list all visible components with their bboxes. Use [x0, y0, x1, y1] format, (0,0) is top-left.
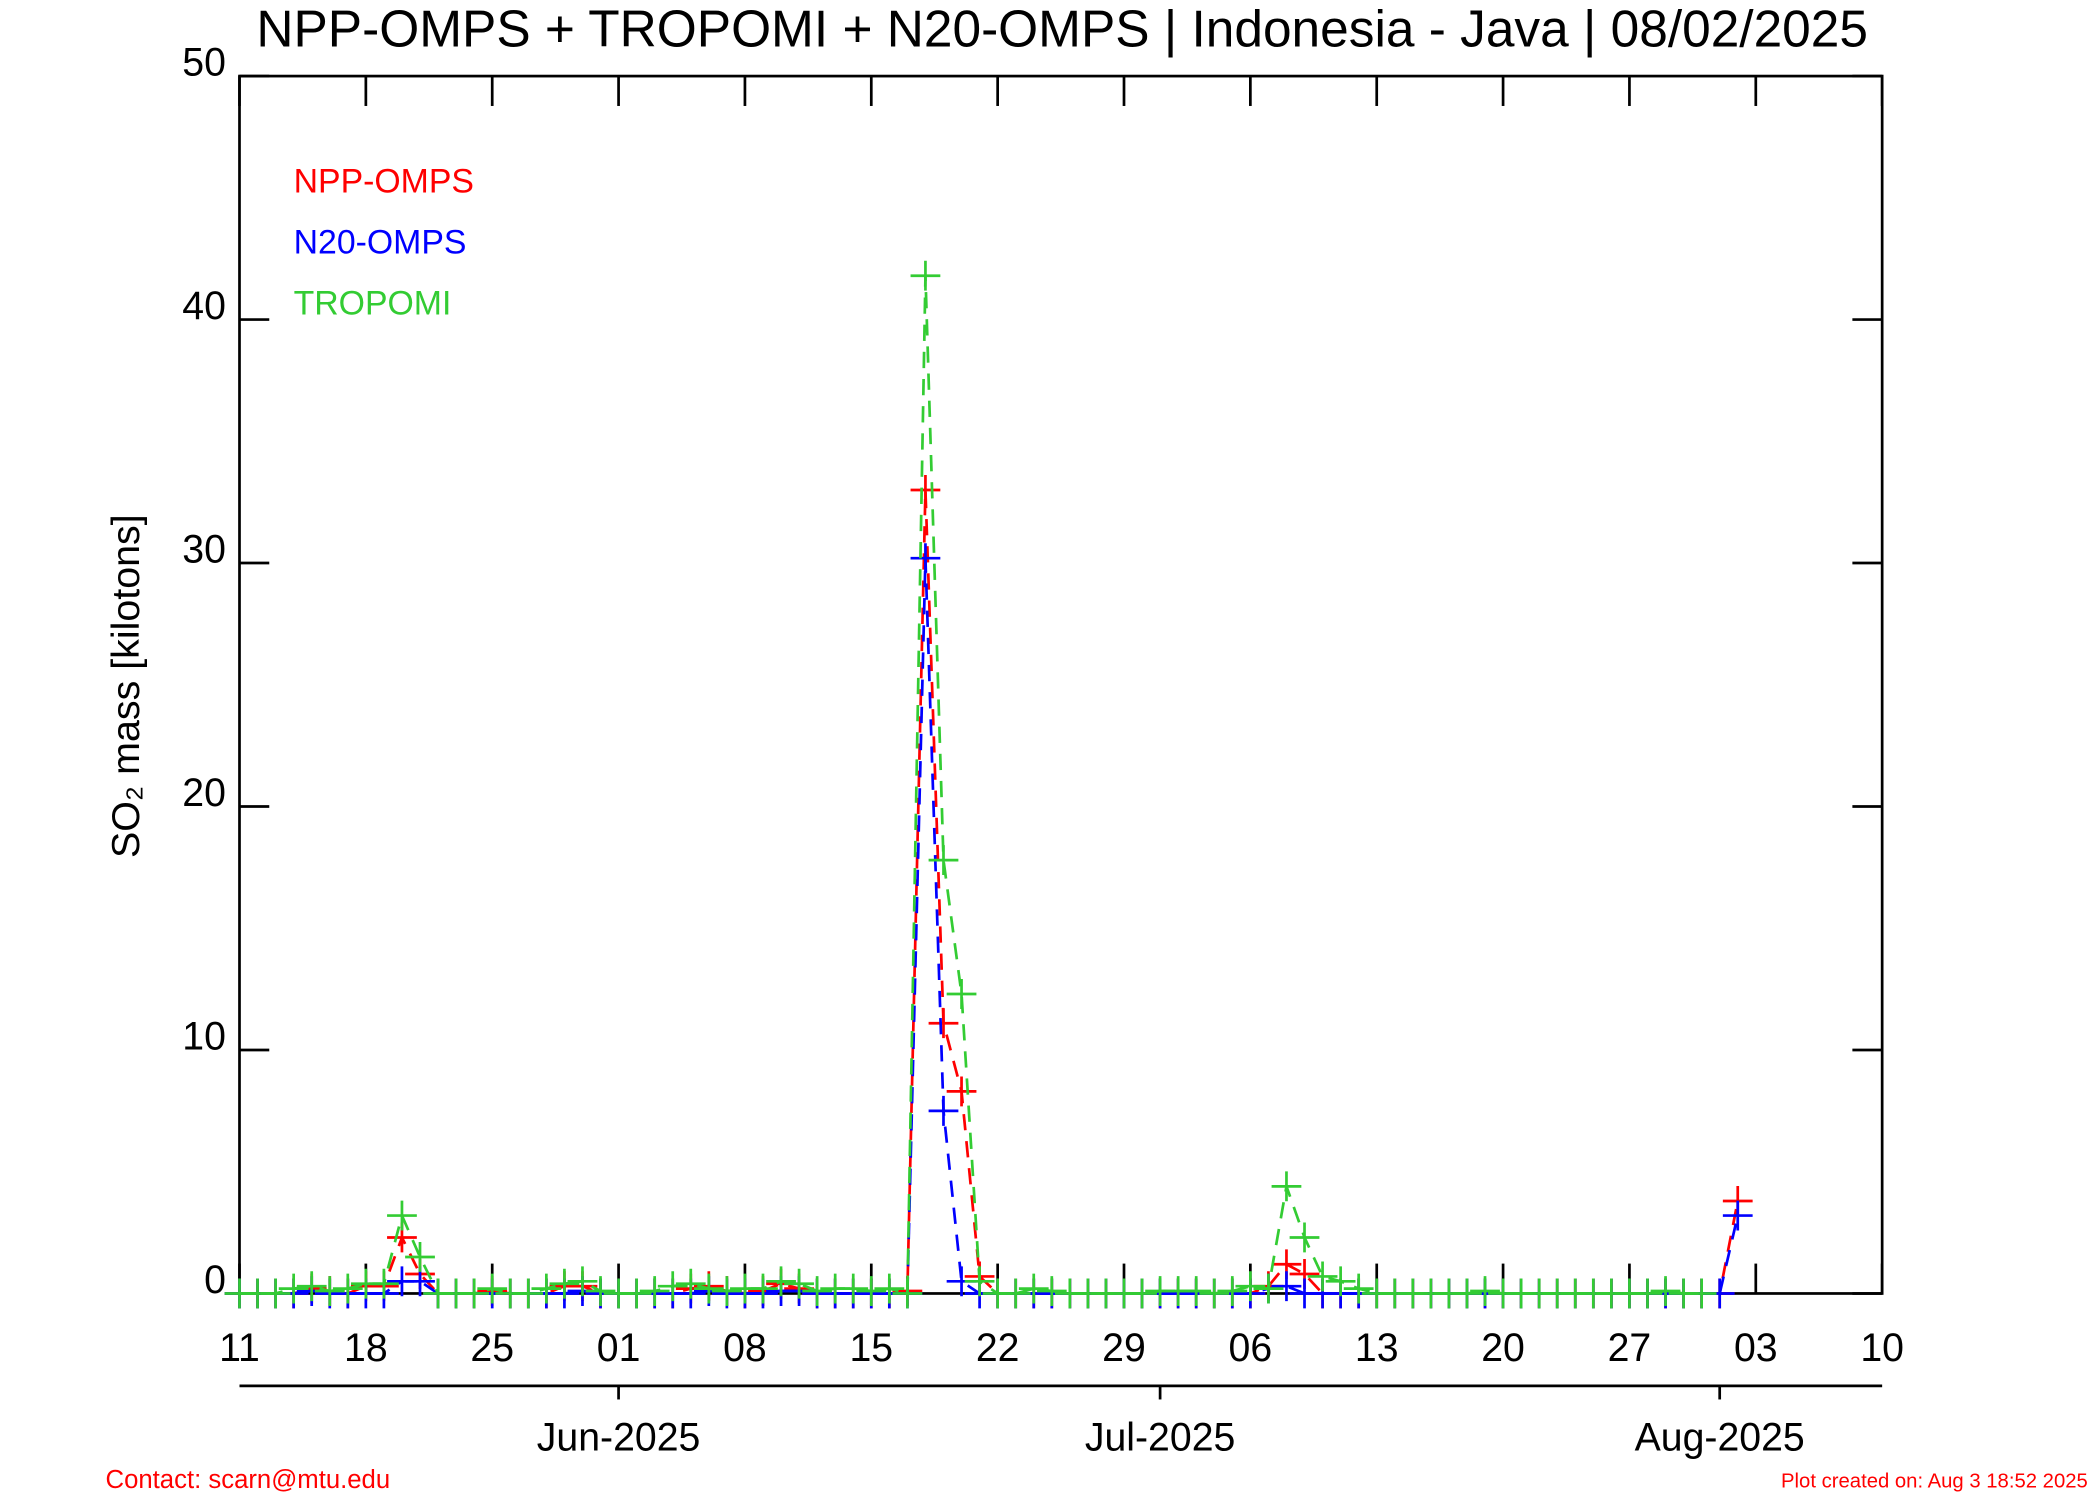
marker: [1686, 1278, 1717, 1309]
marker: [639, 1276, 670, 1306]
y-axis-label: SO₂ mass [kilotons]: [104, 514, 148, 858]
marker: [928, 845, 959, 876]
series-line: [239, 558, 1740, 1295]
marker: [964, 1266, 995, 1297]
x-tick-label: 08: [723, 1326, 767, 1370]
marker: [459, 1278, 490, 1309]
marker: [1289, 1222, 1320, 1253]
x-tick-label: 10: [1860, 1326, 1904, 1370]
marker: [910, 475, 941, 505]
x-tick-label: 22: [976, 1326, 1020, 1370]
marker: [1722, 1200, 1753, 1231]
marker: [1650, 1276, 1681, 1306]
marker: [748, 1273, 778, 1304]
marker: [946, 979, 977, 1009]
month-label: Jul-2025: [1085, 1416, 1236, 1460]
marker: [1181, 1276, 1212, 1306]
chart-title: NPP-OMPS + TROPOMI + N20-OMPS | Indonesi…: [256, 0, 1868, 57]
marker: [314, 1276, 345, 1306]
contact: Contact: scarn@mtu.edu: [106, 1466, 391, 1494]
marker: [1000, 1278, 1031, 1309]
marker: [675, 1268, 706, 1299]
y-tick-label: 40: [182, 284, 226, 328]
marker: [585, 1276, 616, 1306]
marker: [1199, 1278, 1230, 1309]
marker: [802, 1276, 833, 1306]
x-tick-label: 27: [1608, 1326, 1652, 1370]
x-tick-label: 15: [849, 1326, 893, 1370]
marker: [910, 260, 941, 291]
marker: [260, 1278, 291, 1309]
marker: [693, 1273, 724, 1304]
month-label: Aug-2025: [1635, 1416, 1805, 1460]
y-tick-label: 30: [182, 528, 226, 572]
legend-entry: NPP-OMPS: [294, 162, 474, 200]
x-tick-label: 03: [1734, 1326, 1778, 1370]
marker: [657, 1271, 688, 1302]
marker: [513, 1278, 544, 1309]
marker: [1343, 1273, 1374, 1304]
marker: [1127, 1278, 1157, 1309]
marker: [946, 1076, 977, 1107]
marker: [477, 1273, 508, 1304]
marker: [766, 1266, 796, 1297]
x-tick-label: 18: [344, 1326, 388, 1370]
y-tick-label: 20: [182, 771, 226, 815]
y-tick-label: 50: [182, 41, 226, 85]
marker: [1253, 1273, 1284, 1304]
x-tick-label: 06: [1229, 1326, 1273, 1370]
marker: [621, 1278, 652, 1309]
marker: [531, 1273, 562, 1304]
marker: [387, 1200, 417, 1231]
marker: [892, 1278, 923, 1309]
x-tick-label: 20: [1481, 1326, 1525, 1370]
plot-frame: [238, 74, 1884, 1295]
marker: [1271, 1271, 1302, 1302]
marker: [1036, 1276, 1067, 1306]
marker: [910, 543, 941, 574]
created-note: Plot created on: Aug 3 18:52 2025: [1781, 1471, 2088, 1493]
marker: [405, 1242, 435, 1272]
marker: [332, 1273, 363, 1304]
x-tick-label: 11: [219, 1326, 260, 1370]
marker: [928, 1008, 959, 1039]
marker: [1307, 1261, 1338, 1292]
marker: [296, 1271, 327, 1302]
marker: [549, 1268, 580, 1299]
x-tick-label: 13: [1355, 1326, 1399, 1370]
marker: [838, 1273, 869, 1304]
x-tick-label: 29: [1102, 1326, 1146, 1370]
x-tick-label: 01: [597, 1326, 641, 1370]
marker: [874, 1273, 905, 1304]
marker: [784, 1268, 814, 1299]
marker: [1325, 1266, 1356, 1297]
marker: [1271, 1171, 1302, 1202]
marker: [1217, 1276, 1248, 1306]
legend-entry: N20-OMPS: [294, 223, 467, 261]
marker: [856, 1276, 887, 1306]
marker: [278, 1273, 309, 1304]
series-line: [239, 275, 1702, 1296]
marker: [1235, 1271, 1266, 1302]
legend-entry: TROPOMI: [294, 285, 452, 323]
marker: [928, 1095, 959, 1126]
marker: [1632, 1278, 1663, 1309]
marker: [711, 1276, 742, 1306]
y-tick-label: 10: [182, 1014, 226, 1058]
marker: [369, 1268, 399, 1299]
marker: [567, 1266, 598, 1297]
month-label: Jun-2025: [537, 1416, 701, 1460]
marker: [1452, 1278, 1482, 1309]
y-tick-label: 0: [204, 1258, 226, 1302]
marker: [1018, 1273, 1049, 1304]
marker: [1470, 1276, 1500, 1306]
x-tick-label: 25: [470, 1326, 514, 1370]
series-line: [239, 489, 1740, 1295]
